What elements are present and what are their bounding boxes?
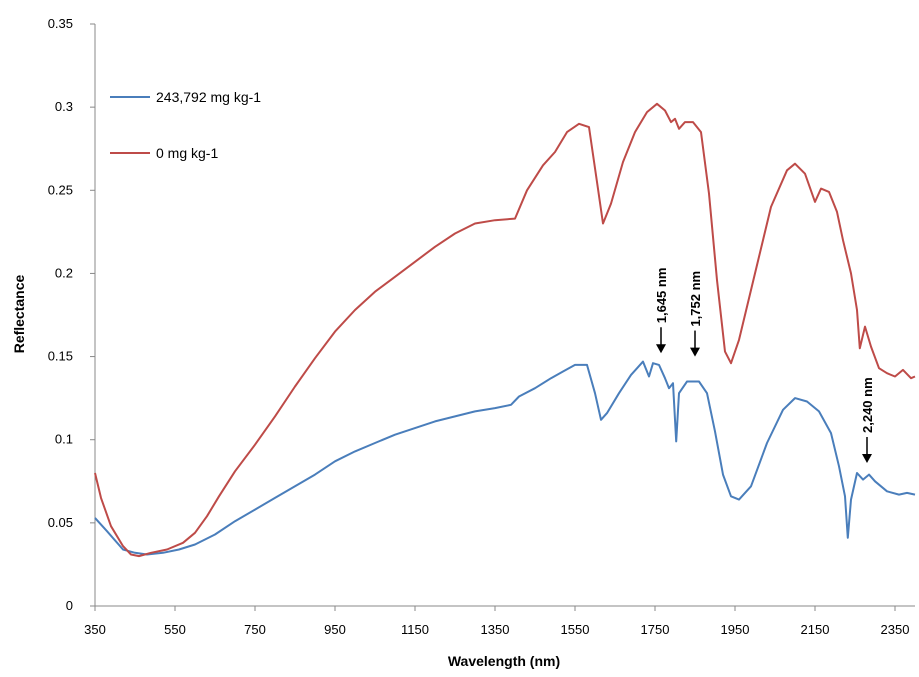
x-tick-label: 550: [164, 622, 186, 637]
annotation-label: 1,752 nm: [688, 271, 703, 327]
x-axis-title: Wavelength (nm): [448, 653, 560, 669]
annotation-3: 2,240 nm: [860, 377, 875, 463]
x-tick-label: 1550: [561, 622, 590, 637]
annotations: 1,645 nm 1,752 nm 2,240 nm: [654, 268, 875, 463]
y-tick-label: 0.25: [48, 182, 73, 197]
x-tick-label: 1350: [481, 622, 510, 637]
series-line-2: [94, 102, 916, 558]
y-tick-label: 0.15: [48, 349, 73, 364]
x-tick-label: 2350: [881, 622, 910, 637]
annotation-1: 1,645 nm: [654, 268, 669, 354]
y-tick-label: 0.3: [55, 99, 73, 114]
annotation-label: 2,240 nm: [860, 377, 875, 433]
x-tick-label: 1150: [401, 622, 429, 637]
y-tick-label: 0.05: [48, 515, 73, 530]
arrow-down-icon: [690, 347, 700, 357]
x-tick-label: 950: [324, 622, 346, 637]
y-tick-label: 0: [66, 598, 73, 613]
legend: 243,792 mg kg-1 0 mg kg-1: [110, 89, 261, 161]
plot-area: [94, 24, 915, 607]
y-tick-label: 0.1: [55, 432, 73, 447]
x-tick-label: 750: [244, 622, 266, 637]
arrow-down-icon: [862, 453, 872, 463]
x-tick-label: 350: [84, 622, 106, 637]
y-axis-title: Reflectance: [11, 274, 27, 353]
series-line-1: [94, 360, 916, 556]
x-axis: 350 550 750 950 1150 1350 1550 1750 1950 2150 2350: [84, 606, 909, 637]
x-tick-label: 2150: [801, 622, 830, 637]
series-lines: [94, 102, 916, 558]
legend-label-series-2: 0 mg kg-1: [156, 145, 218, 161]
y-tick-label: 0.2: [55, 265, 73, 280]
arrow-down-icon: [656, 344, 666, 354]
y-axis: 0 0.05 0.1 0.15 0.2 0.25 0.3 0.35: [48, 16, 95, 613]
y-tick-label: 0.35: [48, 16, 73, 31]
x-tick-label: 1950: [721, 622, 750, 637]
legend-label-series-1: 243,792 mg kg-1: [156, 89, 261, 105]
x-tick-label: 1750: [641, 622, 670, 637]
annotation-2: 1,752 nm: [688, 271, 703, 357]
annotation-label: 1,645 nm: [654, 268, 669, 324]
